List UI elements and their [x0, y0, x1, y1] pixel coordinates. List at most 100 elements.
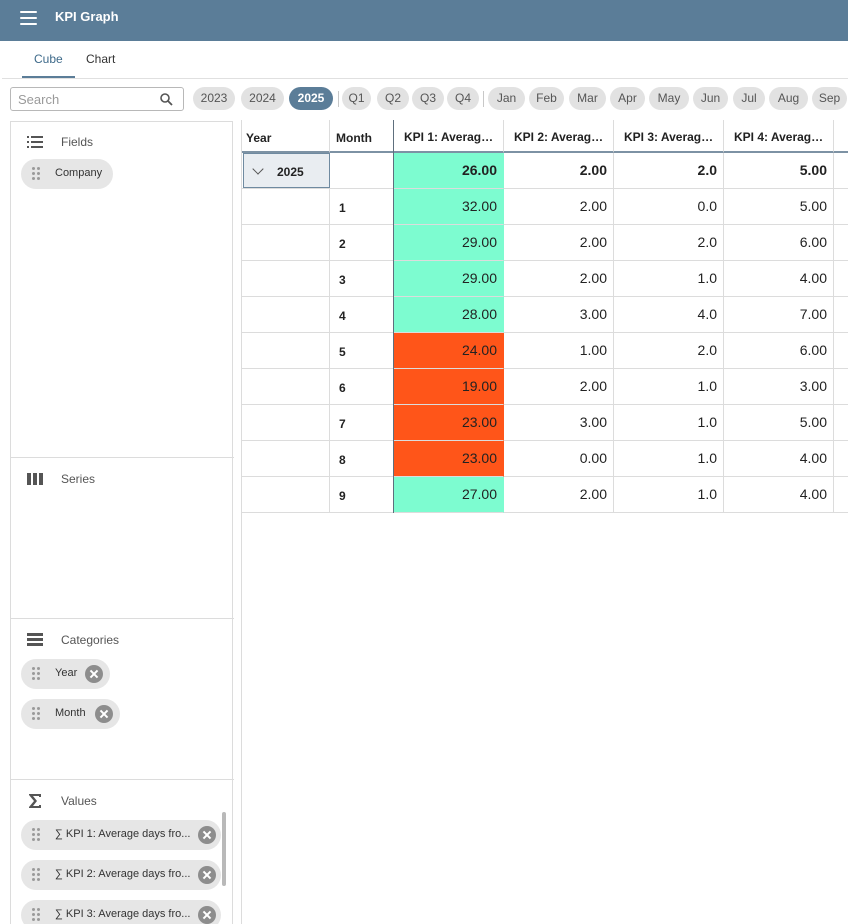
values-pill[interactable]: ∑ KPI 1: Average days fro... [21, 820, 221, 850]
hamburger-menu-icon[interactable] [20, 11, 37, 25]
fields-pill[interactable]: Company [21, 159, 113, 189]
kpi2-value-cell[interactable]: 2.00 [504, 153, 614, 189]
search-icon[interactable] [160, 93, 173, 106]
kpi4-value-cell[interactable]: 5.00 [724, 189, 834, 225]
kpi3-value-cell[interactable]: 1.0 [614, 405, 724, 441]
year-group-cell[interactable]: 2025 [243, 153, 330, 188]
close-icon[interactable] [198, 826, 216, 844]
column-header-kpi2[interactable]: KPI 2: Average days from order to invoic… [504, 120, 614, 153]
kpi3-value-cell[interactable]: 4.0 [614, 297, 724, 333]
kpi1-value-cell[interactable]: 26.00 [394, 153, 504, 189]
kpi4-value-cell[interactable]: 3.00 [724, 369, 834, 405]
filter-chip-q1[interactable]: Q1 [342, 87, 371, 110]
section-divider [11, 779, 234, 780]
kpi1-value-cell[interactable]: 28.00 [394, 297, 504, 333]
filter-chip-jan[interactable]: Jan [488, 87, 525, 110]
search-input[interactable] [18, 90, 158, 108]
column-header-kpi4[interactable]: KPI 4: Average days from order to paymen… [724, 120, 834, 153]
values-scrollbar[interactable] [222, 812, 226, 886]
filter-chip-q4[interactable]: Q4 [447, 87, 479, 110]
kpi3-value-cell[interactable]: 1.0 [614, 369, 724, 405]
tab-cube[interactable]: Cube [34, 52, 63, 66]
filter-chip-jul[interactable]: Jul [733, 87, 765, 110]
drag-handle-icon[interactable] [32, 667, 40, 681]
kpi1-value-cell[interactable]: 27.00 [394, 477, 504, 513]
kpi2-value-cell[interactable]: 2.00 [504, 225, 614, 261]
kpi3-value-cell[interactable]: 1.0 [614, 477, 724, 513]
column-header-kpi1[interactable]: KPI 1: Average days from order to delive… [394, 120, 504, 153]
filter-chip-jun[interactable]: Jun [693, 87, 728, 110]
values-pill-label: ∑ KPI 3: Average days fro... [55, 908, 191, 920]
filter-chip-mar[interactable]: Mar [569, 87, 606, 110]
categories-section-header: Categories [11, 630, 234, 650]
close-icon[interactable] [85, 665, 103, 683]
categories-pill[interactable]: Year [21, 659, 110, 689]
kpi1-value-cell[interactable]: 32.00 [394, 189, 504, 225]
year-cell [242, 297, 330, 333]
kpi1-value-cell[interactable]: 19.00 [394, 369, 504, 405]
filter-chip-2024[interactable]: 2024 [241, 87, 284, 110]
filter-chip-2023[interactable]: 2023 [193, 87, 235, 110]
close-icon[interactable] [198, 866, 216, 884]
tab-chart[interactable]: Chart [86, 52, 116, 66]
rows-icon [27, 633, 43, 646]
kpi1-value-cell[interactable]: 23.00 [394, 441, 504, 477]
section-divider [11, 457, 234, 458]
column-header-year[interactable]: Year [242, 120, 330, 153]
kpi4-value-cell[interactable]: 5.00 [724, 153, 834, 189]
kpi2-value-cell[interactable]: 3.00 [504, 297, 614, 333]
column-header-kpi3[interactable]: KPI 3: Average days from order to ship [614, 120, 724, 153]
filter-chip-q2[interactable]: Q2 [377, 87, 409, 110]
filter-chip-feb[interactable]: Feb [529, 87, 564, 110]
close-icon[interactable] [198, 906, 216, 924]
drag-handle-icon[interactable] [32, 828, 40, 842]
drag-handle-icon[interactable] [32, 868, 40, 882]
values-pill[interactable]: ∑ KPI 3: Average days fro... [21, 900, 221, 924]
kpi2-value-cell[interactable]: 2.00 [504, 477, 614, 513]
kpi3-value-cell[interactable]: 1.0 [614, 261, 724, 297]
filter-chip-2025[interactable]: 2025 [289, 87, 333, 110]
kpi4-value-cell[interactable]: 6.00 [724, 333, 834, 369]
kpi3-value-cell[interactable]: 2.0 [614, 225, 724, 261]
kpi2-value-cell[interactable]: 3.00 [504, 405, 614, 441]
column-header-month[interactable]: Month [330, 120, 394, 153]
kpi3-value-cell[interactable]: 2.0 [614, 333, 724, 369]
kpi2-value-cell[interactable]: 2.00 [504, 261, 614, 297]
month-cell: 6 [330, 369, 394, 405]
drag-handle-icon[interactable] [32, 908, 40, 922]
kpi1-value-cell[interactable]: 24.00 [394, 333, 504, 369]
kpi1-value-cell[interactable]: 29.00 [394, 261, 504, 297]
kpi2-value-cell[interactable]: 1.00 [504, 333, 614, 369]
drag-handle-icon[interactable] [32, 167, 40, 181]
year-cell [242, 261, 330, 297]
month-cell: 1 [330, 189, 394, 225]
kpi4-value-cell[interactable]: 4.00 [724, 441, 834, 477]
section-divider [11, 618, 234, 619]
filter-chip-apr[interactable]: Apr [610, 87, 645, 110]
filter-chip-sep[interactable]: Sep [812, 87, 847, 110]
kpi4-value-cell[interactable]: 4.00 [724, 261, 834, 297]
chevron-down-icon[interactable] [252, 163, 264, 175]
kpi2-value-cell[interactable]: 2.00 [504, 369, 614, 405]
close-icon[interactable] [95, 705, 113, 723]
kpi3-value-cell[interactable]: 1.0 [614, 441, 724, 477]
values-pill[interactable]: ∑ KPI 2: Average days fro... [21, 860, 221, 890]
kpi3-value-cell[interactable]: 2.0 [614, 153, 724, 189]
kpi4-value-cell[interactable]: 4.00 [724, 477, 834, 513]
search-box [10, 87, 184, 111]
overflow-cell [834, 261, 848, 297]
kpi3-value-cell[interactable]: 0.0 [614, 189, 724, 225]
filter-chip-q3[interactable]: Q3 [412, 87, 444, 110]
kpi4-value-cell[interactable]: 5.00 [724, 405, 834, 441]
filter-chip-may[interactable]: May [649, 87, 689, 110]
categories-pill[interactable]: Month [21, 699, 120, 729]
pivot-fields-panel: Fields Company Series Categories Year Mon… [10, 121, 234, 924]
kpi2-value-cell[interactable]: 0.00 [504, 441, 614, 477]
drag-handle-icon[interactable] [32, 707, 40, 721]
kpi4-value-cell[interactable]: 6.00 [724, 225, 834, 261]
kpi4-value-cell[interactable]: 7.00 [724, 297, 834, 333]
kpi2-value-cell[interactable]: 2.00 [504, 189, 614, 225]
kpi1-value-cell[interactable]: 29.00 [394, 225, 504, 261]
kpi1-value-cell[interactable]: 23.00 [394, 405, 504, 441]
filter-chip-aug[interactable]: Aug [769, 87, 808, 110]
